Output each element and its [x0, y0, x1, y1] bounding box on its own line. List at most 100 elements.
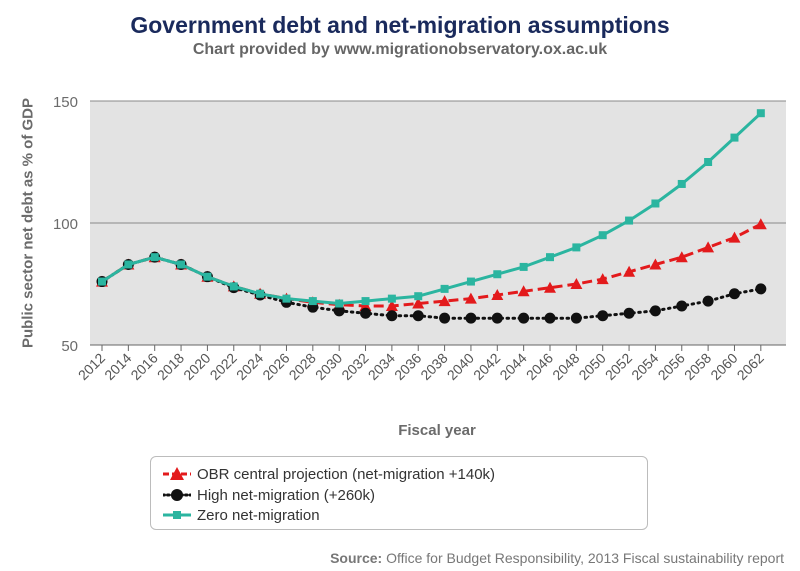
square-marker-icon	[163, 511, 191, 519]
legend-label-high: High net-migration (+260k)	[197, 486, 376, 504]
data-point	[597, 310, 609, 322]
source-label: Source:	[330, 550, 383, 566]
data-point	[519, 262, 528, 271]
data-point	[282, 294, 291, 303]
x-tick-label: 2022	[207, 350, 240, 383]
data-point	[677, 179, 686, 188]
x-tick-label: 2014	[101, 350, 134, 383]
x-tick-label: 2020	[180, 350, 213, 383]
x-tick-label: 2036	[391, 350, 424, 383]
x-tick-label: 2048	[549, 350, 582, 383]
data-point	[308, 297, 317, 306]
y-tick-label: 100	[53, 216, 78, 233]
legend-label-zero: Zero net-migration	[197, 506, 320, 524]
data-point	[675, 251, 688, 263]
line-chart: 50 100 150 2012201420162018202020222024202…	[53, 94, 786, 383]
data-point	[124, 260, 133, 269]
x-tick-label: 2034	[365, 350, 398, 383]
data-point	[649, 258, 662, 270]
data-point	[386, 310, 398, 322]
gridlines	[90, 100, 786, 346]
data-point	[491, 289, 504, 300]
x-tick-label: 2016	[127, 350, 160, 383]
data-point	[491, 312, 503, 324]
data-point	[412, 310, 424, 322]
x-tick-label: 2052	[602, 350, 635, 383]
x-tick-label: 2038	[417, 350, 450, 383]
data-point	[466, 277, 475, 286]
triangle-marker-icon	[163, 467, 191, 480]
x-tick-label: 2046	[523, 350, 556, 383]
x-tick-label: 2058	[681, 350, 714, 383]
data-point	[464, 292, 477, 304]
data-point	[177, 260, 186, 269]
data-point	[676, 300, 688, 312]
x-tick-label: 2030	[312, 350, 345, 383]
x-tick-label: 2050	[575, 350, 608, 383]
x-tick-label: 2054	[628, 350, 661, 383]
data-point	[150, 253, 159, 262]
series-line	[101, 112, 762, 305]
data-point	[440, 284, 449, 293]
data-point	[728, 288, 740, 300]
data-point	[465, 312, 477, 324]
x-tick-label: 2042	[470, 350, 503, 383]
data-point	[203, 272, 212, 281]
x-tick-label: 2056	[655, 350, 688, 383]
x-tick-label: 2032	[338, 350, 371, 383]
legend-item-zero: Zero net-migration	[163, 505, 320, 525]
data-point	[387, 294, 396, 303]
data-point	[570, 278, 583, 289]
data-point	[544, 281, 556, 293]
x-axis: 2012201420162018202020222024202620282030…	[75, 345, 767, 383]
data-point	[361, 297, 370, 306]
y-tick-label: 150	[53, 94, 78, 111]
data-point	[544, 312, 556, 324]
data-point	[728, 231, 741, 243]
data-point	[625, 216, 634, 225]
data-point	[438, 295, 451, 307]
data-point	[649, 305, 661, 317]
data-point	[335, 299, 344, 308]
x-tick-label: 2060	[707, 350, 740, 383]
data-point	[412, 297, 425, 309]
legend-item-obr: OBR central projection (net-migration +1…	[163, 464, 495, 484]
data-point	[754, 218, 767, 230]
data-point	[704, 158, 713, 166]
data-point	[360, 307, 372, 319]
legend: OBR central projection (net-migration +1…	[150, 456, 648, 530]
series-lines	[96, 109, 767, 324]
source-note: Source: Office for Budget Responsibility…	[330, 550, 784, 566]
x-tick-label: 2040	[444, 350, 477, 383]
data-point	[651, 199, 660, 208]
data-point	[572, 243, 581, 252]
data-point	[256, 289, 265, 298]
data-point	[702, 241, 715, 253]
y-tick-label: 50	[61, 338, 78, 355]
data-point	[414, 292, 423, 301]
x-tick-label: 2028	[286, 350, 319, 383]
data-point	[517, 285, 530, 297]
data-point	[439, 312, 451, 324]
data-point	[570, 312, 582, 324]
data-point	[385, 300, 398, 311]
data-point	[596, 273, 609, 285]
chart-title: Government debt and net-migration assump…	[130, 12, 670, 38]
legend-label-obr: OBR central projection (net-migration +1…	[197, 465, 496, 483]
data-point	[755, 283, 767, 295]
circle-marker-icon	[163, 489, 191, 501]
x-tick-label: 2026	[259, 350, 292, 383]
data-point	[229, 282, 238, 291]
data-point	[546, 253, 554, 262]
y-tick-labels: 50 100 150	[53, 94, 78, 355]
data-point	[333, 305, 345, 317]
data-point	[702, 295, 714, 307]
x-tick-label: 2062	[734, 350, 767, 383]
data-point	[359, 300, 372, 311]
x-tick-label: 2012	[75, 350, 108, 383]
data-point	[730, 133, 739, 142]
x-tick-label: 2024	[233, 350, 266, 383]
data-point	[623, 265, 636, 277]
data-point	[598, 231, 607, 240]
data-point	[518, 312, 530, 324]
